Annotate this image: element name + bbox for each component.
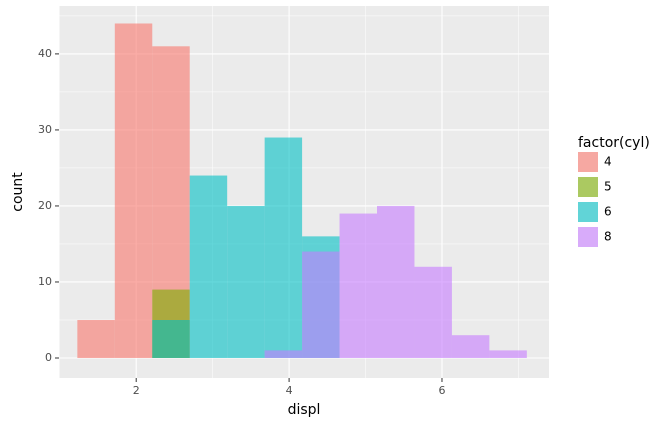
legend-swatch — [578, 152, 598, 172]
legend-label: 4 — [604, 155, 612, 169]
x-tick-label: 4 — [286, 384, 293, 397]
bar — [414, 266, 452, 359]
y-tick-label: 10 — [38, 275, 52, 288]
legend-swatch — [578, 227, 598, 247]
bar — [339, 213, 378, 359]
bar — [451, 335, 490, 359]
legend-title: factor(cyl) — [578, 135, 650, 151]
x-axis-title: displ — [288, 402, 321, 418]
bar — [189, 175, 228, 359]
y-tick-label: 30 — [38, 123, 52, 136]
bar — [264, 350, 303, 359]
y-tick-label: 40 — [38, 47, 52, 60]
bar — [114, 23, 153, 359]
bar — [264, 137, 303, 359]
legend-label: 8 — [604, 230, 612, 244]
y-tick-label: 20 — [38, 199, 52, 212]
legend-swatch — [578, 177, 598, 197]
x-tick-label: 2 — [133, 384, 140, 397]
bar — [489, 350, 527, 359]
bar — [227, 205, 265, 359]
y-axis-title: count — [10, 172, 26, 212]
bar — [377, 205, 415, 359]
y-tick-label: 0 — [45, 351, 52, 364]
legend-label: 6 — [604, 205, 612, 219]
legend-label: 5 — [604, 180, 612, 194]
bar — [302, 251, 340, 359]
legend-swatch — [578, 202, 598, 222]
x-tick-label: 6 — [438, 384, 445, 397]
bar — [152, 319, 190, 359]
bar — [77, 319, 115, 359]
